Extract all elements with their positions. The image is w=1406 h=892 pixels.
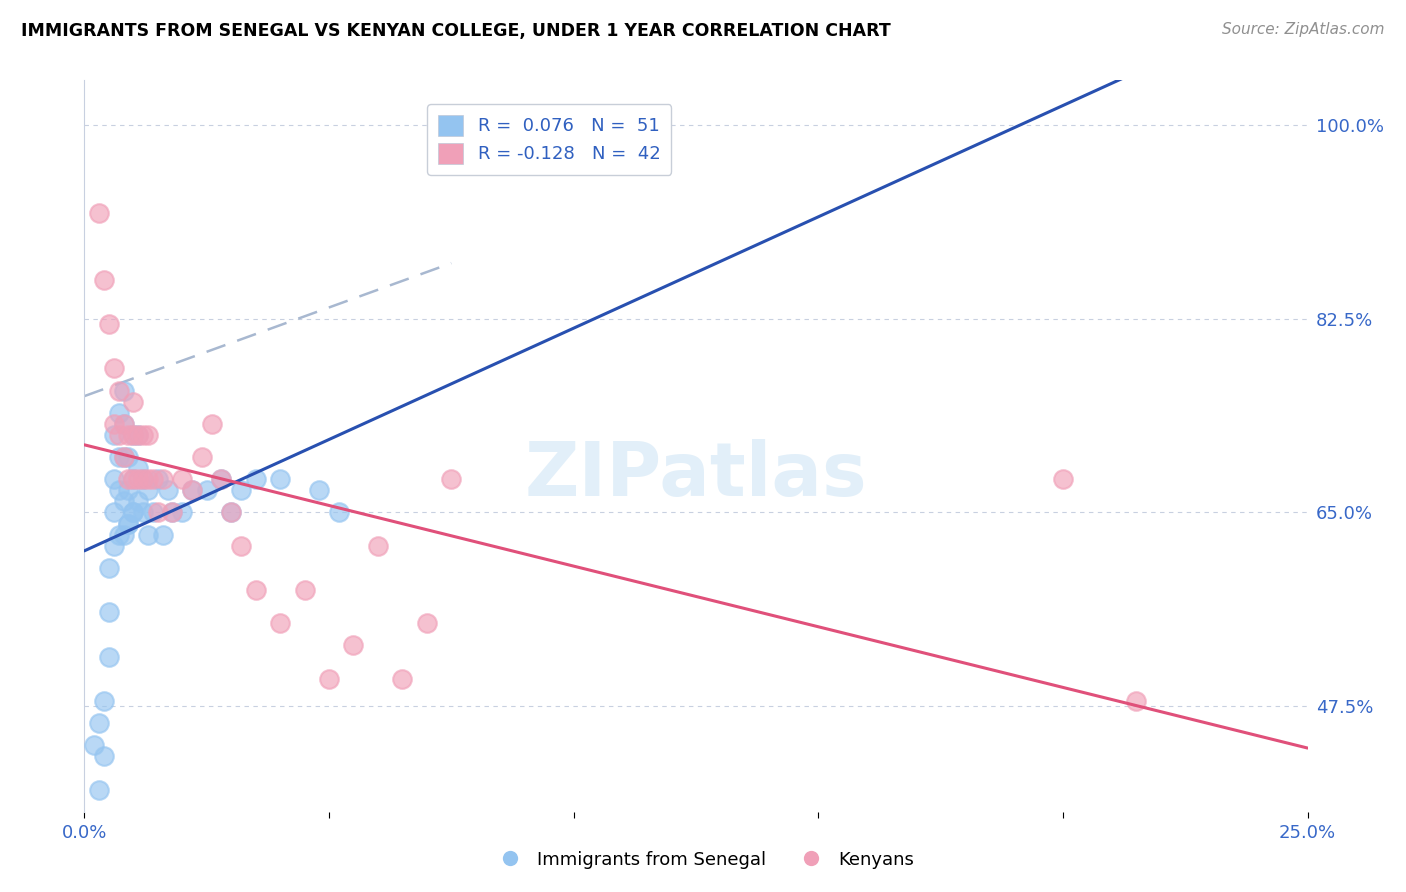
Point [200, 417, 222, 431]
Point [103, 428, 125, 442]
Point [416, 616, 439, 631]
Point [132, 472, 155, 486]
Point [97, 605, 120, 619]
Point [172, 506, 194, 520]
Point [136, 527, 159, 541]
Point [93, 694, 115, 708]
Point [103, 417, 125, 431]
Point [132, 472, 155, 486]
Point [107, 428, 129, 442]
Point [87, 782, 110, 797]
Point [87, 716, 110, 731]
Text: IMMIGRANTS FROM SENEGAL VS KENYAN COLLEGE, UNDER 1 YEAR CORRELATION CHART: IMMIGRANTS FROM SENEGAL VS KENYAN COLLEG… [21, 22, 891, 40]
Point [127, 428, 149, 442]
Point [122, 472, 145, 486]
Point [112, 527, 135, 541]
Point [209, 472, 232, 486]
Point [191, 450, 214, 464]
Point [181, 483, 204, 498]
Point [112, 494, 135, 508]
Point [122, 472, 145, 486]
Point [122, 506, 145, 520]
Point [440, 472, 463, 486]
Point [308, 483, 330, 498]
Point [117, 483, 139, 498]
Point [318, 672, 340, 686]
Point [195, 483, 218, 498]
Point [136, 428, 159, 442]
Point [87, 206, 110, 220]
Point [103, 539, 125, 553]
Point [117, 428, 139, 442]
Point [127, 494, 149, 508]
Point [269, 472, 291, 486]
Point [142, 506, 165, 520]
Point [245, 583, 267, 598]
Point [117, 450, 139, 464]
Legend: Immigrants from Senegal, Kenyans: Immigrants from Senegal, Kenyans [485, 844, 921, 876]
Point [112, 384, 135, 398]
Point [367, 539, 389, 553]
Point [117, 516, 139, 531]
Point [1125, 694, 1147, 708]
Point [107, 406, 129, 420]
Point [103, 506, 125, 520]
Point [93, 749, 115, 764]
Point [172, 472, 194, 486]
Point [391, 672, 413, 686]
Point [103, 472, 125, 486]
Point [162, 506, 184, 520]
Point [97, 317, 120, 331]
Point [107, 483, 129, 498]
Point [97, 561, 120, 575]
Point [209, 472, 232, 486]
Point [156, 483, 179, 498]
Point [152, 472, 174, 486]
Point [136, 483, 159, 498]
Point [229, 539, 252, 553]
Point [1052, 472, 1074, 486]
Point [103, 361, 125, 376]
Text: Source: ZipAtlas.com: Source: ZipAtlas.com [1222, 22, 1385, 37]
Point [294, 583, 316, 598]
Point [127, 461, 149, 475]
Point [142, 472, 165, 486]
Text: ZIPatlas: ZIPatlas [524, 439, 868, 512]
Point [97, 649, 120, 664]
Point [107, 527, 129, 541]
Point [112, 450, 135, 464]
Point [219, 506, 242, 520]
Point [117, 472, 139, 486]
Point [112, 450, 135, 464]
Point [328, 506, 350, 520]
Point [146, 472, 169, 486]
Point [229, 483, 252, 498]
Point [269, 616, 291, 631]
Point [342, 639, 364, 653]
Point [181, 483, 204, 498]
Point [122, 428, 145, 442]
Point [162, 506, 184, 520]
Point [107, 450, 129, 464]
Point [127, 428, 149, 442]
Point [112, 417, 135, 431]
Point [122, 428, 145, 442]
Point [132, 506, 155, 520]
Legend: R =  0.076   N =  51, R = -0.128   N =  42: R = 0.076 N = 51, R = -0.128 N = 42 [427, 104, 671, 175]
Point [245, 472, 267, 486]
Point [117, 516, 139, 531]
Point [107, 384, 129, 398]
Point [93, 273, 115, 287]
Point [136, 472, 159, 486]
Point [122, 394, 145, 409]
Point [112, 417, 135, 431]
Point [83, 738, 105, 752]
Point [219, 506, 242, 520]
Point [132, 428, 155, 442]
Point [122, 506, 145, 520]
Point [127, 472, 149, 486]
Point [146, 506, 169, 520]
Point [152, 527, 174, 541]
